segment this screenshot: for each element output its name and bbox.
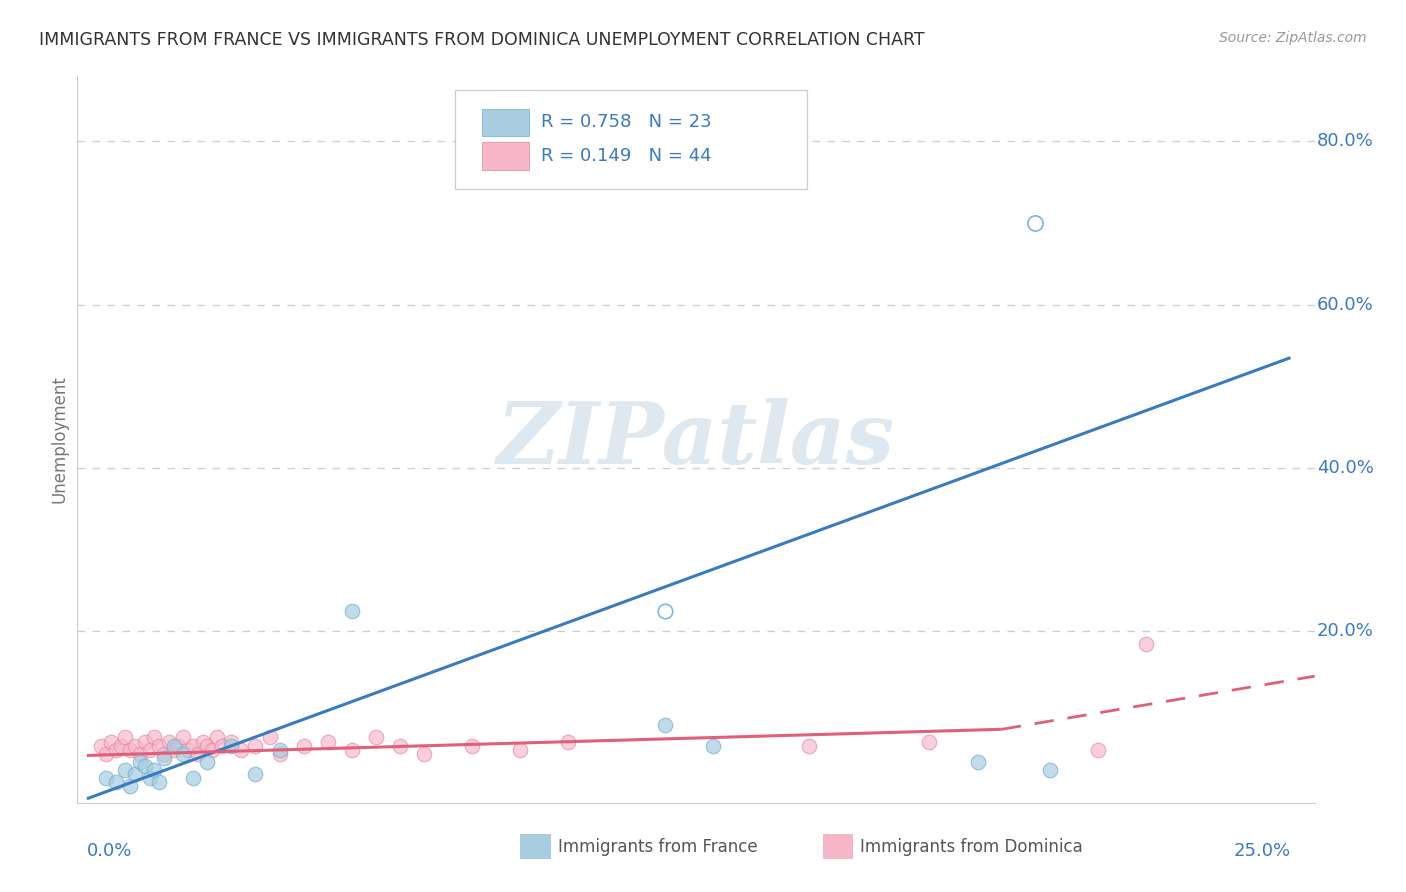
- Point: [143, 763, 166, 777]
- Point: [292, 739, 315, 753]
- Point: [1087, 742, 1109, 756]
- Point: [134, 759, 156, 773]
- Point: [509, 742, 531, 756]
- Text: 60.0%: 60.0%: [1317, 295, 1374, 313]
- Point: [153, 751, 176, 765]
- Point: [229, 742, 252, 756]
- Point: [114, 763, 136, 777]
- Point: [120, 742, 142, 756]
- Point: [148, 775, 170, 789]
- Text: Source: ZipAtlas.com: Source: ZipAtlas.com: [1219, 31, 1367, 45]
- Point: [181, 739, 204, 753]
- Point: [654, 718, 676, 732]
- Point: [104, 775, 127, 789]
- Point: [120, 780, 142, 794]
- Point: [269, 747, 291, 761]
- Point: [153, 747, 176, 761]
- Point: [143, 731, 166, 745]
- Point: [245, 767, 267, 781]
- Point: [654, 604, 676, 618]
- Point: [157, 734, 180, 748]
- Point: [245, 739, 267, 753]
- Point: [134, 734, 156, 748]
- Point: [96, 772, 118, 786]
- Point: [316, 734, 339, 748]
- Text: Immigrants from Dominica: Immigrants from Dominica: [860, 838, 1083, 855]
- Text: R = 0.758   N = 23: R = 0.758 N = 23: [541, 113, 711, 131]
- Point: [364, 731, 387, 745]
- Point: [797, 739, 820, 753]
- Point: [557, 734, 579, 748]
- Point: [221, 739, 243, 753]
- Point: [201, 742, 224, 756]
- Point: [162, 739, 184, 753]
- Point: [340, 742, 363, 756]
- Point: [172, 731, 194, 745]
- Text: IMMIGRANTS FROM FRANCE VS IMMIGRANTS FROM DOMINICA UNEMPLOYMENT CORRELATION CHAR: IMMIGRANTS FROM FRANCE VS IMMIGRANTS FRO…: [39, 31, 925, 49]
- Point: [221, 734, 243, 748]
- Point: [187, 747, 209, 761]
- Point: [269, 742, 291, 756]
- Point: [702, 739, 724, 753]
- Point: [104, 742, 127, 756]
- FancyBboxPatch shape: [482, 109, 529, 136]
- FancyBboxPatch shape: [454, 90, 807, 188]
- Point: [1039, 763, 1062, 777]
- Text: 0.0%: 0.0%: [87, 842, 132, 860]
- Point: [148, 739, 170, 753]
- Y-axis label: Unemployment: Unemployment: [51, 376, 69, 503]
- Text: Immigrants from France: Immigrants from France: [558, 838, 758, 855]
- Point: [96, 747, 118, 761]
- Point: [259, 731, 281, 745]
- Point: [129, 747, 152, 761]
- Point: [966, 755, 988, 769]
- Point: [918, 734, 941, 748]
- Point: [138, 772, 160, 786]
- Text: R = 0.149   N = 44: R = 0.149 N = 44: [541, 147, 711, 165]
- Point: [90, 739, 112, 753]
- Point: [340, 604, 363, 618]
- Point: [167, 739, 190, 753]
- Point: [205, 731, 228, 745]
- Point: [181, 772, 204, 786]
- Point: [195, 755, 218, 769]
- Text: 40.0%: 40.0%: [1317, 458, 1374, 477]
- Point: [124, 739, 146, 753]
- Point: [100, 734, 122, 748]
- Point: [211, 739, 233, 753]
- Point: [110, 739, 132, 753]
- Text: ZIPatlas: ZIPatlas: [496, 398, 896, 481]
- Point: [1024, 216, 1046, 230]
- Point: [1135, 636, 1157, 650]
- Point: [413, 747, 436, 761]
- Text: 80.0%: 80.0%: [1317, 132, 1374, 150]
- Point: [177, 742, 200, 756]
- Point: [162, 742, 184, 756]
- Point: [129, 755, 152, 769]
- Text: 20.0%: 20.0%: [1317, 623, 1374, 640]
- Point: [388, 739, 411, 753]
- Point: [114, 731, 136, 745]
- FancyBboxPatch shape: [482, 142, 529, 169]
- Point: [461, 739, 484, 753]
- Point: [138, 742, 160, 756]
- Point: [124, 767, 146, 781]
- Point: [191, 734, 214, 748]
- Point: [195, 739, 218, 753]
- Text: 25.0%: 25.0%: [1233, 842, 1291, 860]
- Point: [172, 747, 194, 761]
